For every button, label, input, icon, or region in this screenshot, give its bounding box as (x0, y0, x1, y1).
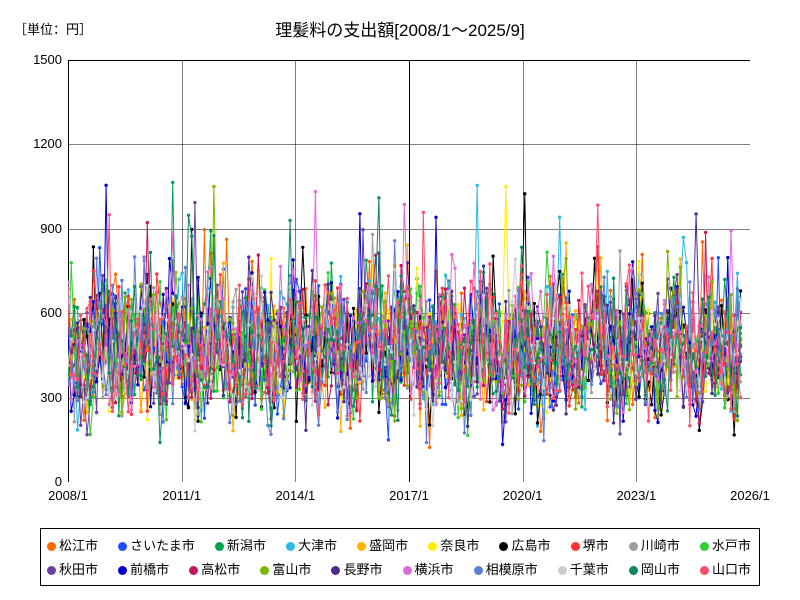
y-tick-label: 900 (40, 220, 62, 236)
chart-svg (68, 60, 750, 482)
legend-item[interactable]: 新潟市 (214, 538, 266, 553)
legend-item[interactable]: 松江市 (47, 539, 98, 553)
legend-label: 堺市 (582, 538, 609, 553)
legend-item[interactable]: 高松市 (189, 563, 240, 577)
legend-item[interactable]: 相模原市 (473, 562, 538, 577)
legend-item[interactable]: 千葉市 (557, 562, 609, 577)
series-18 (68, 196, 743, 445)
legend-marker-icon (570, 541, 580, 551)
legend-item[interactable]: 富山市 (260, 563, 311, 577)
x-tick-label: 2008/1 (48, 488, 88, 503)
legend-label: 相模原市 (485, 562, 538, 577)
legend-marker-icon (118, 565, 128, 575)
legend-label: 千葉市 (569, 562, 609, 577)
legend-item[interactable]: 岡山市 (628, 562, 680, 577)
legend-item[interactable]: 盛岡市 (357, 539, 408, 553)
legend-label: 高松市 (201, 562, 241, 577)
legend-label: 大津市 (298, 538, 338, 553)
legend-item[interactable]: さいたま市 (118, 539, 195, 553)
x-tick-label: 2017/1 (389, 488, 429, 503)
legend-item[interactable]: 秋田市 (47, 563, 98, 577)
legend-label: 横浜市 (414, 562, 454, 577)
legend-marker-icon (47, 541, 56, 551)
legend-marker-icon (118, 541, 128, 551)
legend-marker-icon (557, 565, 567, 575)
x-tick-label: 2014/1 (275, 488, 316, 503)
legend-marker-icon (189, 565, 199, 575)
legend-label: 盛岡市 (369, 538, 409, 553)
legend-item[interactable]: 山口市 (699, 562, 751, 577)
chart-title: 理髪料の支出額[2008/1～2025/9] (275, 21, 525, 40)
y-tick-label: 300 (40, 389, 62, 405)
legend-label: 前橋市 (130, 562, 170, 577)
legend-marker-icon (331, 565, 341, 575)
legend-label: 広島市 (511, 538, 551, 553)
legend-marker-icon (699, 541, 709, 551)
legend-marker-icon (357, 541, 367, 551)
legend-label: 奈良市 (440, 538, 480, 553)
unit-label: ［単位：円］ (14, 22, 93, 37)
x-tick-label: 2011/1 (162, 488, 202, 503)
legend-item[interactable]: 堺市 (570, 538, 609, 553)
legend-marker-icon (699, 565, 709, 575)
legend-item[interactable]: 横浜市 (402, 562, 454, 577)
plot-area (68, 60, 750, 482)
y-tick-label: 1500 (33, 52, 62, 67)
legend-marker-icon (260, 565, 270, 575)
series-19 (68, 203, 743, 428)
legend-marker-icon (473, 565, 483, 575)
legend-label: 長野市 (343, 562, 383, 577)
legend-marker-icon (286, 541, 296, 551)
legend-label: 富山市 (272, 562, 312, 577)
y-tick-label: 600 (40, 305, 62, 321)
legend-label: 新潟市 (226, 538, 266, 553)
legend-item[interactable]: 大津市 (286, 539, 337, 553)
legend-marker-icon (628, 541, 638, 551)
legend-label: 山口市 (711, 562, 751, 577)
legend-label: 松江市 (59, 538, 99, 553)
legend-label: 水戸市 (711, 538, 751, 553)
legend-marker-icon (499, 541, 509, 551)
x-tick-label: 2026/1 (730, 488, 770, 503)
legend-label: さいたま市 (130, 538, 195, 553)
legend-label: 秋田市 (59, 562, 99, 577)
legend-row-1: 松江市 さいたま市 新潟市 大津市 盛岡市 奈良市 広島市 堺市 川崎市 水戸市 (47, 534, 753, 558)
legend-item[interactable]: 水戸市 (699, 538, 751, 553)
x-tick-label: 2023/1 (616, 488, 657, 503)
y-tick-label: 1200 (33, 136, 62, 152)
legend-label: 岡山市 (640, 562, 680, 577)
legend-item[interactable]: 川崎市 (628, 538, 680, 553)
legend-marker-icon (402, 565, 412, 575)
legend-marker-icon (214, 541, 224, 551)
y-tick-label: 0 (54, 474, 62, 489)
legend-row-2: 秋田市 前橋市 高松市 富山市 長野市 横浜市 相模原市 千葉市 岡山市 山口市 (47, 558, 753, 582)
legend-item[interactable]: 奈良市 (428, 539, 479, 553)
legend-marker-icon (428, 541, 438, 551)
x-tick-label: 2020/1 (502, 488, 543, 503)
legend-label: 川崎市 (640, 538, 680, 553)
legend-item[interactable]: 長野市 (331, 563, 382, 577)
legend-marker-icon (628, 565, 638, 575)
chart-legend: 松江市 さいたま市 新潟市 大津市 盛岡市 奈良市 広島市 堺市 川崎市 水戸市 秋田市 前橋市 高松… (40, 528, 760, 586)
legend-marker-icon (47, 565, 56, 575)
legend-item[interactable]: 前橋市 (118, 563, 169, 577)
legend-item[interactable]: 広島市 (499, 539, 550, 553)
